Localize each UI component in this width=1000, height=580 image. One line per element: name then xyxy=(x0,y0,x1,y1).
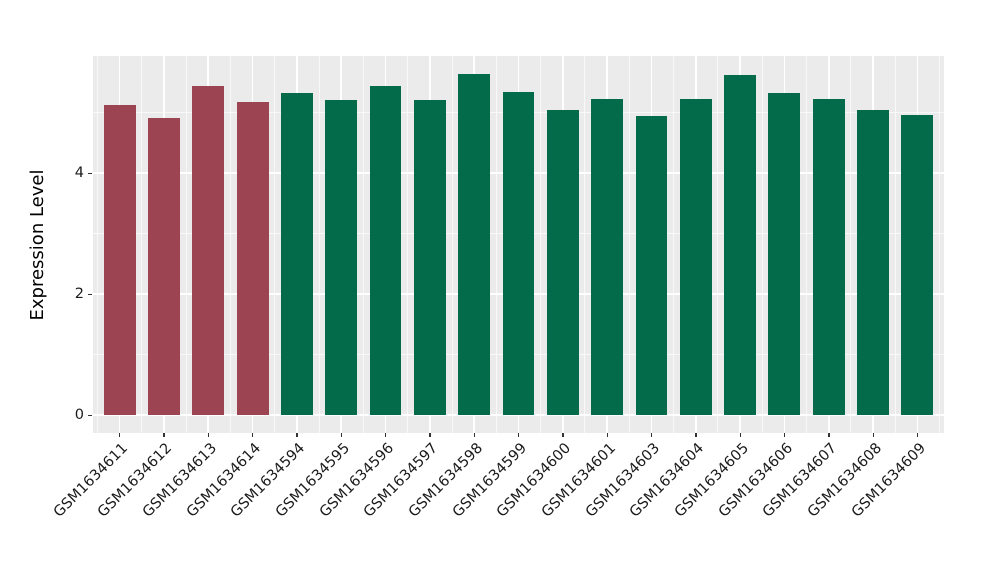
x-tick-mark xyxy=(650,433,653,437)
gridline-minor-vertical xyxy=(540,56,542,433)
gridline-minor-vertical xyxy=(185,56,187,433)
y-tick-mark xyxy=(88,293,92,295)
x-tick-mark xyxy=(296,433,298,437)
x-tick-mark xyxy=(872,433,874,437)
y-tick-label: 4 xyxy=(74,165,84,181)
bar-GSM1634609 xyxy=(901,114,934,415)
bar-GSM1634595 xyxy=(325,99,358,415)
y-axis-title: Expression Level xyxy=(27,169,48,321)
bar-GSM1634597 xyxy=(413,99,446,415)
x-tick-mark xyxy=(340,433,342,437)
gridline-minor-vertical xyxy=(407,56,409,433)
bar-GSM1634599 xyxy=(502,91,535,415)
gridline-minor-vertical xyxy=(894,56,896,433)
bar-GSM1634605 xyxy=(724,75,757,415)
x-tick-mark xyxy=(429,433,431,437)
x-tick-mark xyxy=(562,433,564,437)
x-tick-mark xyxy=(473,433,475,437)
bar-GSM1634596 xyxy=(369,85,402,415)
gridline-minor-vertical xyxy=(806,56,808,433)
gridline-minor-vertical xyxy=(96,56,98,433)
gridline-minor-vertical xyxy=(141,56,143,433)
bar-GSM1634600 xyxy=(546,110,579,415)
y-tick-mark xyxy=(88,172,92,174)
gridline-minor-vertical xyxy=(939,56,941,433)
gridline-minor-vertical xyxy=(495,56,497,433)
x-tick-mark xyxy=(385,433,387,437)
gridline-minor-vertical xyxy=(717,56,719,433)
bar-GSM1634604 xyxy=(679,99,712,415)
bar-GSM1634612 xyxy=(147,117,180,415)
gridline-minor-vertical xyxy=(229,56,231,433)
x-tick-mark xyxy=(518,433,520,437)
x-tick-mark xyxy=(828,433,830,437)
x-tick-label: GSM1634611 xyxy=(50,440,132,521)
x-tick-mark xyxy=(739,433,741,437)
gridline-minor-vertical xyxy=(761,56,763,433)
bar-GSM1634607 xyxy=(812,99,845,415)
bar-GSM1634603 xyxy=(635,116,668,415)
x-tick-mark xyxy=(606,433,608,437)
gridline-minor-vertical xyxy=(451,56,453,433)
gridline-minor-vertical xyxy=(673,56,675,433)
x-tick-mark xyxy=(163,433,165,437)
plot-panel xyxy=(93,56,944,433)
bar-GSM1634598 xyxy=(458,73,491,415)
bar-GSM1634613 xyxy=(192,85,225,415)
bar-GSM1634594 xyxy=(280,93,313,415)
gridline-minor-vertical xyxy=(850,56,852,433)
x-tick-mark xyxy=(207,433,210,437)
gridline-minor-vertical xyxy=(584,56,586,433)
gridline-minor-vertical xyxy=(318,56,320,433)
x-tick-mark xyxy=(695,433,697,437)
x-tick-mark xyxy=(119,433,121,437)
x-tick-mark xyxy=(783,433,786,437)
bar-GSM1634606 xyxy=(768,93,801,415)
bar-GSM1634611 xyxy=(103,105,136,415)
bar-GSM1634601 xyxy=(591,99,624,415)
x-tick-mark xyxy=(252,433,254,437)
bar-GSM1634614 xyxy=(236,102,269,415)
y-tick-mark xyxy=(88,414,92,416)
bar-GSM1634608 xyxy=(857,110,890,415)
gridline-minor-vertical xyxy=(362,56,364,433)
y-tick-label: 2 xyxy=(74,286,84,302)
x-tick-mark xyxy=(916,433,919,437)
y-tick-label: 0 xyxy=(74,407,84,423)
gridline-minor-vertical xyxy=(274,56,276,433)
gridline-minor-vertical xyxy=(628,56,630,433)
